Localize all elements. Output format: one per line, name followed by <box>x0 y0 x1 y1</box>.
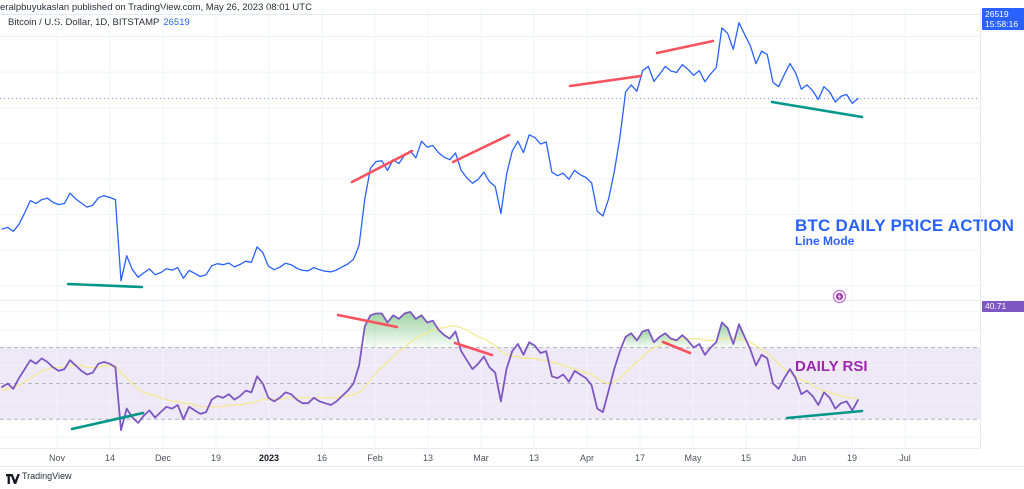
footer-bar: TradingView <box>0 466 1024 485</box>
time-axis-tick: May <box>684 453 702 463</box>
header-divider <box>0 14 980 15</box>
rsi-chart-pane[interactable] <box>0 301 980 448</box>
indicator-badge-icon[interactable] <box>832 289 847 304</box>
rsi-watermark-title: DAILY RSI <box>795 358 868 375</box>
chart-watermark-subtitle: Line Mode <box>795 234 855 248</box>
tradingview-brand-label: TradingView <box>22 471 72 481</box>
time-axis-tick: Feb <box>367 453 383 463</box>
time-axis-tick: 19 <box>210 453 222 463</box>
chart-watermark-title: BTC DAILY PRICE ACTION <box>795 216 1015 235</box>
time-axis-tick: 14 <box>104 453 116 463</box>
time-axis-tick: Nov <box>48 453 66 463</box>
symbol-info[interactable]: Bitcoin / U.S. Dollar, 1D, BITSTAMP 26519 <box>8 17 190 29</box>
axis-divider <box>980 8 981 448</box>
time-axis-tick: Jul <box>899 453 911 463</box>
current-price-tag: 26519 15:58:16 <box>982 8 1024 30</box>
time-axis-tick: 13 <box>528 453 540 463</box>
time-axis[interactable]: Nov 14 Dec 19 2023 16 Feb 13 Mar 13 Apr 17 May 15 Jun 1… <box>0 448 1024 466</box>
time-axis-tick: 15 <box>740 453 752 463</box>
time-axis-tick: Mar <box>473 453 489 463</box>
rsi-axis[interactable]: 41.08 40.71 <box>980 301 1024 448</box>
symbol-last-price: 26519 <box>163 17 190 28</box>
pane-divider <box>0 300 980 301</box>
time-axis-tick: Dec <box>154 453 172 463</box>
price-chart-pane[interactable] <box>0 8 980 300</box>
tradingview-logo-icon <box>6 471 20 489</box>
time-axis-tick: Jun <box>791 453 807 463</box>
time-axis-tick: 2023 <box>258 453 280 463</box>
time-axis-tick: 17 <box>634 453 646 463</box>
time-axis-tick: 16 <box>316 453 328 463</box>
rsi-plot <box>0 301 980 448</box>
price-plot <box>0 8 980 300</box>
time-axis-tick: 19 <box>846 453 858 463</box>
publication-credit: eralpbuyukaslan published on TradingView… <box>0 2 312 13</box>
current-price-time: 15:58:16 <box>985 19 1019 29</box>
symbol-label: Bitcoin / U.S. Dollar, 1D, BITSTAMP <box>8 17 160 28</box>
current-price-value: 26519 <box>985 9 1009 19</box>
time-axis-divider <box>0 448 980 449</box>
rsi-value-tag: 40.71 <box>982 301 1024 312</box>
time-axis-tick: 13 <box>422 453 434 463</box>
time-axis-tick: Apr <box>579 453 595 463</box>
price-axis[interactable]: USD 26519 15:58:16 <box>980 8 1024 300</box>
